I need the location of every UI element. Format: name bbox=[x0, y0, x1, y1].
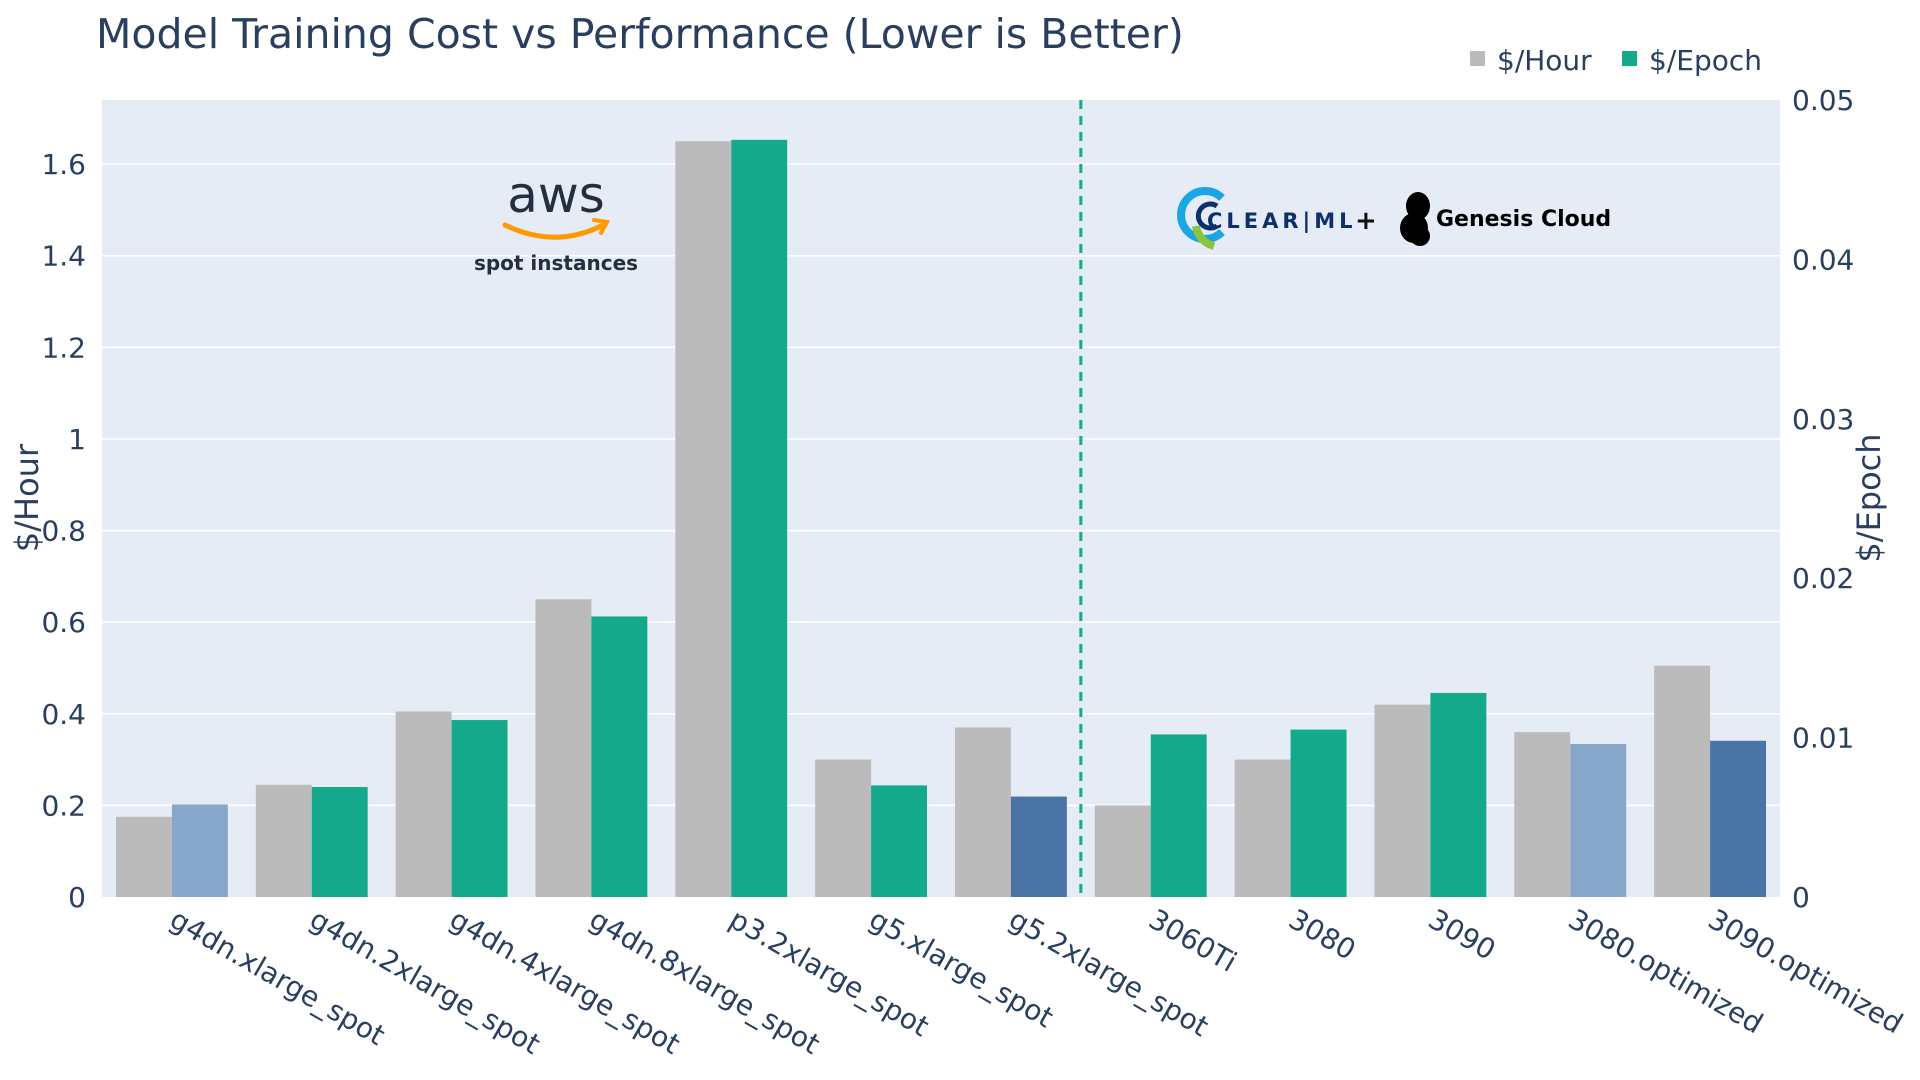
bar-epoch bbox=[1570, 743, 1627, 897]
bar-hour bbox=[255, 784, 312, 897]
logo-plus: + bbox=[1355, 206, 1377, 236]
x-tick-label: g4dn.4xlarge_spot bbox=[444, 902, 686, 1060]
bar-hour bbox=[115, 816, 172, 897]
aws-arrow-icon bbox=[592, 218, 611, 235]
left-tick-label: 1.4 bbox=[41, 240, 86, 273]
bar-epoch bbox=[171, 804, 228, 897]
legend-swatch-epoch bbox=[1622, 51, 1637, 66]
left-tick-label: 0 bbox=[68, 881, 86, 914]
bar-hour bbox=[954, 727, 1011, 897]
left-tick-label: 1.6 bbox=[41, 148, 86, 181]
genesis-cloud-text: Genesis Cloud bbox=[1436, 207, 1611, 232]
bar-epoch bbox=[1290, 729, 1347, 897]
bar-hour bbox=[1094, 805, 1151, 897]
bar-hour bbox=[1374, 704, 1431, 897]
bar-epoch bbox=[871, 785, 928, 897]
legend[interactable]: $/Hour $/Epoch bbox=[1470, 44, 1762, 77]
chart-title: Model Training Cost vs Performance (Lowe… bbox=[96, 10, 1184, 58]
clearml-logo-text: CLEAR|ML bbox=[1207, 209, 1357, 234]
bar-hour bbox=[815, 759, 872, 897]
bar-epoch bbox=[1010, 796, 1067, 897]
left-axis-title: $/Hour bbox=[8, 443, 46, 552]
bar-epoch bbox=[1710, 740, 1767, 897]
right-tick-label: 0.01 bbox=[1792, 722, 1854, 755]
left-tick-label: 0.6 bbox=[41, 606, 86, 639]
clearml-genesis-logos: CLEAR|ML + Genesis Cloud bbox=[1177, 187, 1611, 250]
left-axis-ticks: 0 0.2 0.4 0.6 0.8 1 1.2 1.4 1.6 bbox=[41, 148, 86, 914]
clearml-logo-icon bbox=[1177, 187, 1225, 250]
x-tick-label: 3080 bbox=[1283, 902, 1361, 966]
bar-hour bbox=[1514, 732, 1571, 897]
bar-epoch bbox=[1430, 692, 1487, 897]
left-tick-label: 0.4 bbox=[41, 698, 86, 731]
left-tick-label: 1 bbox=[68, 423, 86, 456]
aws-caption: spot instances bbox=[474, 251, 638, 275]
right-tick-label: 0.02 bbox=[1792, 562, 1854, 595]
right-tick-label: 0 bbox=[1792, 881, 1810, 914]
genesis-cloud-icon bbox=[1400, 192, 1430, 246]
legend-label-epoch: $/Epoch bbox=[1649, 44, 1762, 77]
bar-epoch bbox=[451, 720, 508, 897]
x-tick-label: g4dn.8xlarge_spot bbox=[584, 902, 826, 1060]
x-tick-label: 3090 bbox=[1423, 902, 1501, 966]
bar-hour bbox=[535, 599, 592, 897]
left-tick-label: 1.2 bbox=[41, 331, 86, 364]
aws-smile-icon bbox=[502, 221, 608, 240]
bar-epoch bbox=[1150, 734, 1207, 897]
bar-epoch bbox=[311, 787, 368, 897]
bar-hour bbox=[1234, 759, 1291, 897]
x-axis-ticks: g4dn.xlarge_spotg4dn.2xlarge_spotg4dn.4x… bbox=[164, 902, 1908, 1060]
x-tick-label: g4dn.2xlarge_spot bbox=[304, 902, 546, 1060]
aws-logo: aws spot instances bbox=[474, 166, 638, 275]
right-tick-label: 0.03 bbox=[1792, 403, 1854, 436]
bar-hour bbox=[675, 141, 732, 898]
gridlines bbox=[102, 163, 1780, 807]
right-axis-title: $/Epoch bbox=[1850, 433, 1888, 562]
right-axis-ticks: 0 0.01 0.02 0.03 0.04 0.05 bbox=[1792, 84, 1854, 914]
bars bbox=[115, 139, 1767, 898]
right-tick-label: 0.04 bbox=[1792, 243, 1854, 276]
left-tick-label: 0.8 bbox=[41, 515, 86, 548]
right-tick-label: 0.05 bbox=[1792, 84, 1854, 117]
bar-epoch bbox=[731, 139, 788, 898]
x-tick-label: 3060Ti bbox=[1143, 902, 1242, 978]
aws-logo-text: aws bbox=[507, 166, 605, 224]
legend-swatch-hour bbox=[1470, 51, 1485, 66]
legend-label-hour: $/Hour bbox=[1497, 44, 1592, 77]
bar-hour bbox=[1654, 665, 1711, 897]
left-tick-label: 0.2 bbox=[41, 789, 86, 822]
bar-epoch bbox=[591, 616, 648, 897]
plot-area bbox=[102, 100, 1780, 897]
bar-hour bbox=[395, 711, 452, 897]
